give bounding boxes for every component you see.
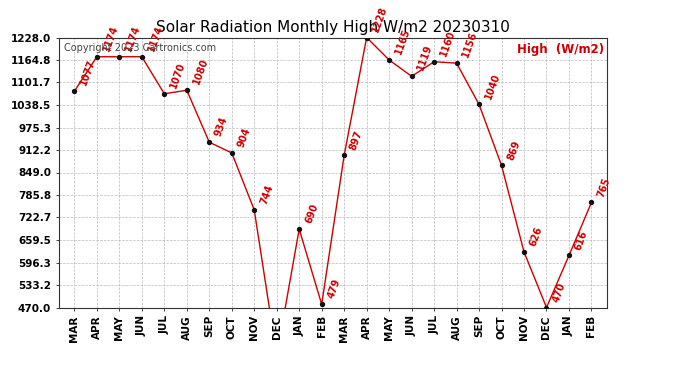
- Point: [384, 57, 395, 63]
- Point: [541, 304, 552, 310]
- Point: [361, 34, 372, 40]
- Text: 1080: 1080: [191, 57, 210, 86]
- Text: High  (W/m2): High (W/m2): [518, 43, 604, 56]
- Text: 335: 335: [0, 374, 1, 375]
- Text: 1160: 1160: [438, 29, 457, 57]
- Point: [451, 60, 462, 66]
- Text: 904: 904: [236, 126, 253, 149]
- Point: [69, 88, 80, 94]
- Title: Solar Radiation Monthly High W/m2 20230310: Solar Radiation Monthly High W/m2 202303…: [156, 20, 510, 35]
- Text: 1165: 1165: [393, 27, 412, 56]
- Point: [226, 150, 237, 156]
- Point: [586, 200, 597, 206]
- Text: 744: 744: [259, 183, 275, 206]
- Text: 1070: 1070: [168, 61, 187, 90]
- Point: [181, 87, 193, 93]
- Point: [248, 207, 259, 213]
- Text: 897: 897: [348, 129, 365, 151]
- Text: 1174: 1174: [101, 24, 119, 52]
- Text: 1040: 1040: [483, 72, 502, 100]
- Text: 626: 626: [528, 225, 544, 248]
- Point: [204, 139, 215, 145]
- Point: [294, 226, 305, 232]
- Point: [114, 54, 125, 60]
- Text: 1228: 1228: [371, 4, 389, 33]
- Text: 765: 765: [595, 176, 612, 198]
- Point: [428, 59, 440, 65]
- Point: [316, 301, 327, 307]
- Text: 470: 470: [551, 281, 567, 303]
- Point: [137, 54, 148, 60]
- Text: Copyright 2023 Cartronics.com: Copyright 2023 Cartronics.com: [64, 43, 216, 53]
- Point: [271, 352, 282, 358]
- Text: 616: 616: [573, 229, 589, 251]
- Text: 1174: 1174: [146, 24, 165, 52]
- Point: [473, 102, 484, 108]
- Text: 869: 869: [506, 139, 522, 161]
- Point: [159, 91, 170, 97]
- Point: [339, 152, 350, 158]
- Text: 1156: 1156: [461, 30, 480, 59]
- Text: 934: 934: [213, 116, 230, 138]
- Text: 1077: 1077: [79, 58, 97, 87]
- Point: [496, 162, 507, 168]
- Point: [564, 252, 575, 258]
- Text: 690: 690: [304, 202, 319, 225]
- Point: [91, 54, 102, 60]
- Text: 1119: 1119: [416, 44, 435, 72]
- Text: 479: 479: [326, 278, 342, 300]
- Point: [518, 249, 529, 255]
- Point: [406, 74, 417, 80]
- Text: 1174: 1174: [124, 24, 142, 52]
